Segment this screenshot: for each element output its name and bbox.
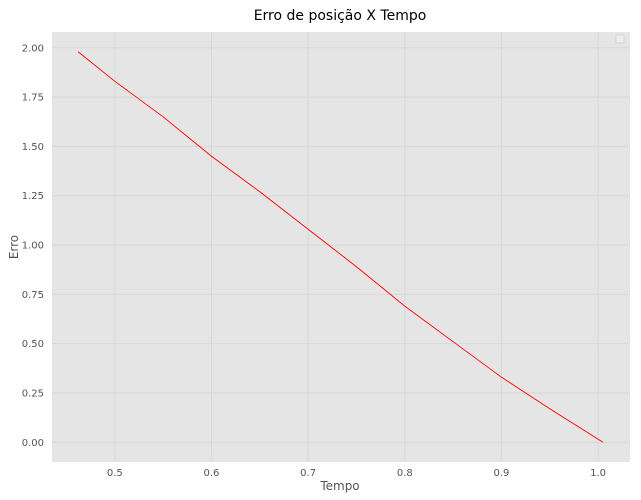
- series-layer: [77, 51, 604, 443]
- chart-title: Erro de posição X Tempo: [254, 8, 427, 24]
- grid-lines: [52, 32, 630, 462]
- series-line: [77, 51, 604, 443]
- y-tick-label: 0.50: [22, 339, 44, 350]
- x-tick-label: 1.0: [590, 468, 606, 479]
- plot-area: [52, 32, 630, 462]
- y-tick-label: 1.50: [22, 142, 44, 153]
- x-tick-label: 0.6: [204, 468, 220, 479]
- x-axis-label: Tempo: [319, 479, 359, 493]
- x-tick-label: 0.9: [493, 468, 509, 479]
- x-tick-label: 0.5: [107, 468, 123, 479]
- tick-labels: 0.5 0.6 0.7 0.8 0.9 1.0 0.00 0.25 0.50 0.75 1.00 1.…: [22, 43, 606, 479]
- y-tick-label: 0.00: [22, 438, 44, 449]
- legend-box: [615, 34, 625, 44]
- x-tick-label: 0.8: [397, 468, 413, 479]
- y-tick-label: 1.75: [22, 93, 44, 104]
- y-tick-label: 0.25: [22, 388, 44, 399]
- y-tick-label: 0.75: [22, 290, 44, 301]
- y-tick-label: 2.00: [22, 43, 44, 54]
- x-tick-label: 0.7: [300, 468, 316, 479]
- y-tick-label: 1.25: [22, 191, 44, 202]
- y-tick-label: 1.00: [22, 241, 44, 252]
- y-axis-label: Erro: [7, 235, 21, 259]
